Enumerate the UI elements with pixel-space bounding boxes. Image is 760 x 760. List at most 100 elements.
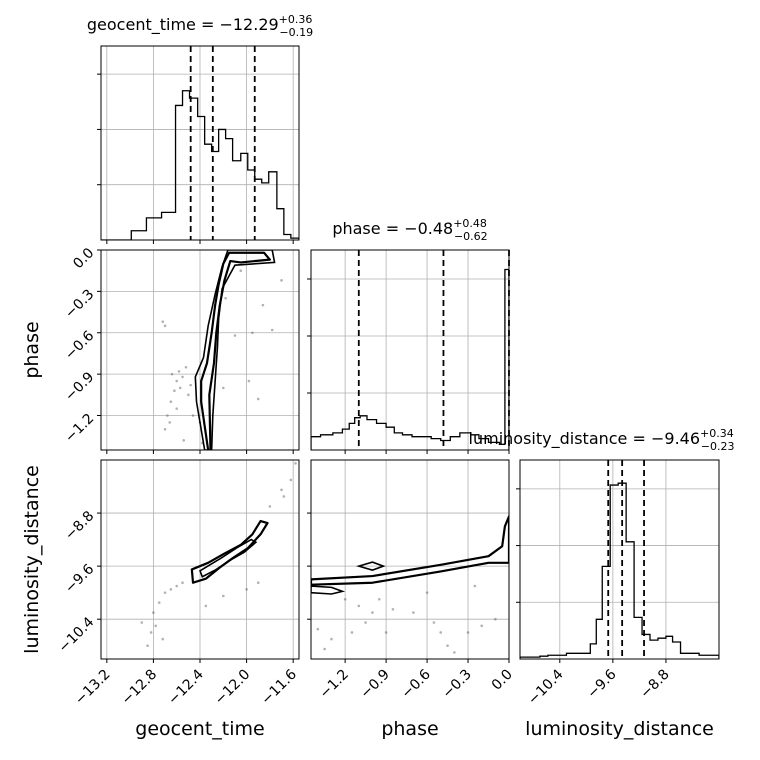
scatter-point [391, 607, 395, 611]
scatter-point [280, 488, 283, 492]
panel-frame [310, 249, 510, 451]
scatter-point [163, 428, 167, 431]
scatter-point [364, 621, 367, 624]
histogram-geocent_time [101, 90, 299, 240]
scatter-point [239, 269, 243, 272]
scatter-point [384, 631, 388, 634]
x-axis-label-phase: phase [381, 718, 438, 740]
scatter-point [175, 379, 179, 383]
scatter-point [350, 631, 354, 634]
scatter-point [168, 421, 172, 424]
x-tick-label-phase: −1.2 [317, 667, 352, 702]
scatter-panel-geocent_time-phase: 0.0 −0.3 −0.6 −0.9 −1.2 [62, 245, 300, 454]
scatter-point [173, 389, 176, 392]
scatter-point [256, 581, 260, 585]
scatter-point [280, 279, 283, 282]
scatter-point [233, 334, 237, 337]
x-tick-label-phase: −0.6 [399, 666, 434, 701]
scatter-point [294, 462, 297, 465]
hist-panel-phase: phase = −0.48+0.48 −0.62 [307, 217, 510, 454]
scatter-point [154, 624, 158, 628]
scatter-point [473, 584, 477, 588]
scatter-point [377, 598, 381, 601]
scatter-point [251, 331, 254, 335]
histogram-luminosity_distance [520, 482, 719, 659]
histogram-phase [311, 268, 509, 450]
panel-frame [310, 459, 510, 660]
scatter-point [247, 379, 251, 383]
x-tick-label-geocent_time: −12.8 [119, 667, 161, 709]
scatter-point [170, 372, 174, 376]
x-tick-label-geocent_time: −11.6 [258, 666, 300, 708]
scatter-point [282, 495, 286, 498]
scatter-point [182, 439, 185, 442]
y-tick-label: −1.2 [62, 411, 97, 446]
scatter-point [178, 386, 182, 390]
contour-0 [190, 519, 269, 584]
contour-0 [200, 251, 271, 450]
contour-1 [199, 538, 258, 578]
y-tick-label: 0.0 [70, 245, 97, 272]
scatter-point [161, 637, 165, 641]
contour-1 [355, 561, 386, 571]
scatter-point [152, 611, 155, 614]
scatter-point [177, 370, 181, 373]
scatter-point [146, 644, 149, 648]
y-axis-label-phase: phase [21, 321, 43, 378]
scatter-point [189, 383, 192, 387]
scatter-point [268, 505, 272, 508]
scatter-point [261, 303, 265, 307]
scatter-point [432, 621, 436, 624]
scatter-point [330, 637, 333, 641]
contour-1 [194, 250, 276, 450]
title-luminosity_distance: luminosity_distance = −9.46+0.34 −0.23 [469, 427, 735, 453]
y-axis-label-luminosity_distance: luminosity_distance [21, 465, 43, 654]
scatter-point [157, 601, 161, 604]
scatter-panel-phase-luminosity_distance [307, 459, 510, 663]
scatter-point [149, 631, 153, 634]
x-tick-label-phase: −0.9 [358, 667, 393, 702]
y-tick-label: −9.6 [62, 561, 97, 596]
y-tick-label: −8.8 [62, 508, 97, 543]
scatter-point [343, 598, 347, 601]
scatter-point [289, 478, 293, 482]
scatter-point [446, 644, 449, 648]
scatter-point [169, 400, 173, 404]
scatter-point [204, 604, 208, 608]
scatter-point [163, 324, 167, 328]
scatter-point [256, 397, 260, 401]
y-tick-label: −10.4 [56, 614, 98, 656]
scatter-point [161, 320, 165, 324]
contour-0 [311, 515, 509, 586]
scatter-point [175, 407, 179, 410]
scatter-point [270, 328, 274, 332]
x-tick-label-luminosity_distance: −9.6 [584, 666, 619, 701]
hist-panel-luminosity_distance: luminosity_distance = −9.46+0.34 −0.23 [469, 427, 735, 663]
scatter-point [245, 588, 248, 591]
scatter-point [163, 591, 167, 594]
scatter-point [191, 414, 195, 417]
contour-2 [311, 585, 346, 595]
scatter-point [169, 588, 173, 591]
x-tick-label-geocent_time: −12.0 [212, 667, 254, 709]
scatter-point [425, 591, 429, 594]
y-tick-label: −0.3 [62, 286, 97, 321]
scatter-point [224, 296, 227, 300]
title-geocent_time: geocent_time = −12.29+0.36 −0.19 [87, 13, 313, 39]
x-axis-label-geocent_time: geocent_time [135, 718, 264, 740]
scatter-point [480, 624, 483, 628]
scatter-point [221, 594, 225, 598]
scatter-point [357, 604, 361, 608]
scatter-point [166, 414, 169, 417]
scatter-point [187, 393, 190, 397]
x-tick-label-phase: 0.0 [489, 667, 516, 694]
scatter-panel-geocent_time-luminosity_distance: −8.8 −9.6 −10.4 [56, 459, 300, 663]
x-tick-label-luminosity_distance: −10.4 [525, 666, 567, 708]
scatter-point [181, 375, 184, 379]
y-tick-label: −0.9 [62, 369, 97, 404]
scatter-point [184, 365, 188, 369]
hist-panel-geocent_time: geocent_time = −12.29+0.36 −0.19 [87, 13, 313, 244]
scatter-point [316, 627, 320, 631]
scatter-point [453, 651, 456, 654]
